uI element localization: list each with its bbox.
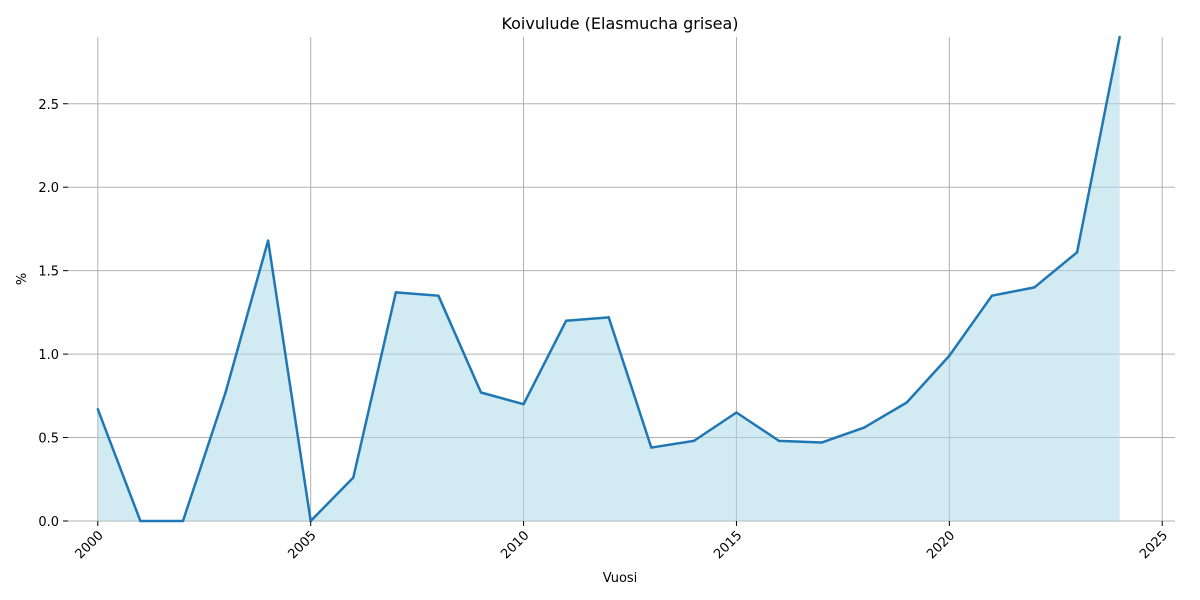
data-point [692, 439, 696, 443]
x-axis-ticks: 2000 2005 2010 2015 2020 2025 [73, 521, 1171, 562]
y-axis-label: % [15, 273, 30, 285]
y-tick-label: 0.5 [38, 432, 59, 447]
series-area-fill [97, 37, 1120, 521]
y-axis-ticks: 0.0 0.5 1.0 1.5 2.0 2.5 [38, 98, 68, 530]
y-tick-label: 2.0 [38, 181, 59, 196]
data-point [948, 354, 951, 357]
chart-title: Koivulude (Elasmucha grisea) [501, 14, 738, 33]
data-point [735, 411, 738, 414]
x-tick-label: 2005 [286, 528, 320, 562]
data-point [777, 439, 781, 443]
data-point [1075, 251, 1079, 254]
data-point [352, 476, 355, 479]
data-point [224, 391, 227, 394]
data-point [437, 294, 440, 297]
data-point [607, 316, 610, 319]
data-point [820, 441, 823, 444]
data-point [139, 519, 142, 523]
x-tick-label: 2015 [711, 528, 745, 562]
data-point [990, 294, 994, 297]
x-tick-label: 2020 [924, 528, 958, 562]
data-point [522, 402, 525, 406]
y-tick-label: 0.0 [38, 515, 59, 530]
data-point [1118, 35, 1121, 39]
data-point [862, 426, 866, 429]
data-point [266, 239, 270, 242]
data-point [650, 446, 653, 449]
y-tick-label: 1.0 [38, 348, 59, 363]
x-tick-label: 2000 [73, 528, 107, 562]
data-point [905, 401, 908, 404]
x-axis-label: Vuosi [603, 571, 638, 586]
x-tick-label: 2010 [498, 528, 532, 562]
data-point [96, 407, 100, 411]
data-point [181, 519, 185, 523]
y-tick-label: 1.5 [38, 265, 59, 280]
x-tick-label: 2025 [1137, 528, 1171, 562]
area-fill-layer [97, 37, 1120, 521]
y-tick-label: 2.5 [38, 98, 59, 113]
data-point [479, 391, 483, 394]
series-line-layer [96, 35, 1121, 523]
data-point [1033, 286, 1036, 289]
data-point [394, 291, 398, 294]
data-point [564, 319, 568, 322]
